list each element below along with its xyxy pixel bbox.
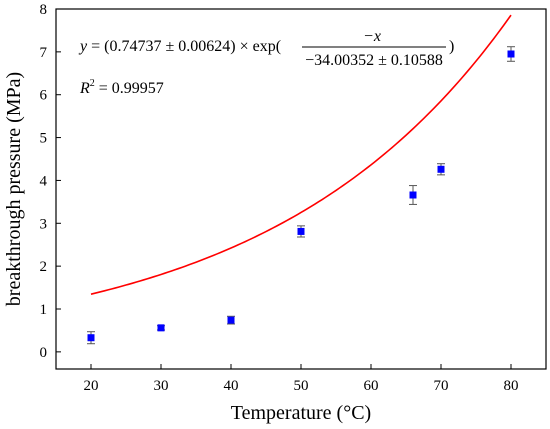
data-point-3 — [227, 315, 235, 325]
y-tick-label-8: 8 — [40, 2, 48, 18]
y-axis-title: breakthrough pressure (MPa) — [3, 72, 25, 306]
y-tick-label-6: 6 — [40, 88, 48, 104]
eq-open: = (0.74737 ± 0.00624) × exp( — [87, 38, 281, 55]
data-marker — [297, 227, 305, 235]
y-tick-label-3: 3 — [40, 216, 48, 232]
data-marker — [437, 165, 445, 173]
eq-denominator: −34.00352 ± 0.10588 — [305, 52, 443, 69]
data-point-5 — [409, 185, 417, 205]
y-tick-label-7: 7 — [40, 45, 48, 61]
data-marker — [409, 191, 417, 199]
eq-y: y — [78, 38, 88, 55]
data-marker — [87, 334, 95, 342]
eq-close: ) — [449, 38, 454, 55]
fit-equation: y = (0.74737 ± 0.00624) × exp( −x −34.00… — [78, 28, 454, 69]
y-tick-label-4: 4 — [40, 173, 48, 189]
data-point-6 — [437, 163, 445, 176]
plot-frame — [55, 8, 547, 370]
data-marker — [227, 316, 235, 324]
y-tick-label-1: 1 — [40, 302, 48, 318]
eq-numerator: −x — [363, 28, 381, 45]
x-tick-label-20: 20 — [84, 378, 99, 394]
x-axis-ticks: 20 30 40 50 60 70 80 — [84, 364, 519, 394]
data-marker — [507, 50, 515, 58]
x-tick-label-60: 60 — [364, 378, 379, 394]
data-points — [87, 46, 515, 345]
data-point-7 — [507, 46, 515, 62]
fit-curve — [90, 14, 512, 295]
r2-value: = 0.99957 — [95, 80, 164, 97]
data-marker — [157, 324, 165, 332]
x-tick-label-50: 50 — [294, 378, 309, 394]
x-tick-label-70: 70 — [434, 378, 449, 394]
r2-r: R — [79, 80, 90, 97]
y-tick-label-5: 5 — [40, 131, 48, 147]
x-tick-label-80: 80 — [504, 378, 519, 394]
y-axis-ticks: 0 1 2 3 4 5 6 7 8 — [40, 2, 61, 361]
y-tick-label-2: 2 — [40, 259, 48, 275]
data-point-4 — [297, 225, 305, 238]
svg-text:y = (0.74737 ± 0.00624) × exp(: y = (0.74737 ± 0.00624) × exp( — [78, 38, 281, 55]
y-tick-label-0: 0 — [40, 345, 48, 361]
r2-sup: 2 — [90, 78, 95, 89]
x-axis-title: Temperature (°C) — [231, 402, 371, 424]
data-point-2 — [157, 324, 165, 332]
x-tick-label-40: 40 — [224, 378, 239, 394]
r-squared: R2 = 0.99957 — [79, 78, 164, 97]
x-tick-label-30: 30 — [154, 378, 169, 394]
data-point-1 — [87, 331, 95, 345]
